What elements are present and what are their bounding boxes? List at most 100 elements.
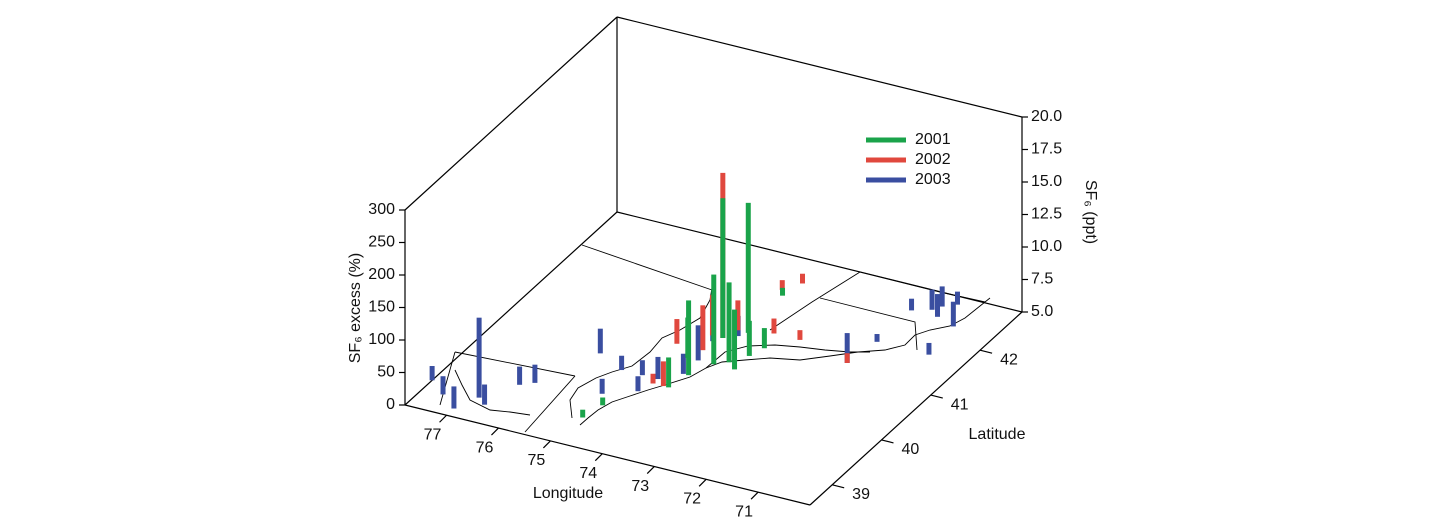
y-tick: [881, 439, 894, 444]
bar: [635, 376, 641, 392]
bar: [874, 334, 880, 342]
bar: [780, 287, 786, 296]
bar: [844, 333, 850, 363]
z-tick-label: 100: [368, 331, 395, 348]
bar: [680, 353, 686, 374]
bar: [650, 373, 656, 384]
bar: [844, 353, 850, 363]
bar: [761, 328, 767, 349]
x-tick: [491, 427, 499, 436]
x-tick-label: 73: [631, 478, 649, 495]
z2-tick-label: 20.0: [1031, 108, 1062, 125]
x-tick-label: 74: [579, 465, 597, 482]
border: [769, 271, 861, 331]
z-tick-label: 150: [368, 299, 395, 316]
x-tick: [594, 453, 603, 462]
legend-label: 2003: [915, 171, 951, 188]
z2-tick-label: 10.0: [1031, 238, 1062, 255]
legend-label: 2002: [915, 151, 951, 168]
z2-tick-label: 17.5: [1031, 141, 1062, 158]
bar: [429, 366, 435, 381]
z-tick-label: 0: [386, 396, 395, 413]
bar: [517, 366, 523, 385]
frame-edge: [616, 16, 1023, 118]
bar: [482, 384, 488, 405]
bar: [639, 360, 645, 376]
x-tick-label: 75: [527, 452, 545, 469]
border: [581, 244, 713, 291]
bar: [909, 298, 915, 311]
bar: [779, 280, 785, 290]
bar: [954, 291, 960, 305]
bar: [935, 294, 941, 317]
bar: [619, 355, 625, 371]
bar: [745, 202, 751, 333]
bar: [700, 305, 706, 351]
border: [819, 297, 918, 351]
z-tick-label: 250: [368, 234, 395, 251]
bar: [939, 286, 945, 307]
bar: [580, 409, 586, 418]
bar: [532, 364, 538, 383]
z-tick-label: 50: [377, 364, 395, 381]
frame-edge: [404, 211, 618, 406]
bar: [720, 198, 726, 338]
x-tick: [646, 466, 655, 474]
z2-tick-label: 15.0: [1031, 173, 1062, 190]
axis-line: [404, 404, 811, 506]
bar: [686, 300, 692, 376]
z-tick-label: 300: [368, 201, 395, 218]
bar: [599, 378, 605, 394]
bar: [797, 330, 803, 340]
bar: [451, 386, 457, 409]
z2-tick-label: 12.5: [1031, 206, 1062, 223]
y-tick: [979, 349, 993, 354]
z2-tick-label: 7.5: [1031, 271, 1053, 288]
x-tick-label: 71: [735, 503, 753, 520]
x-tick-label: 76: [476, 439, 494, 456]
bar: [929, 289, 935, 310]
bar: [666, 357, 672, 388]
x-tick-label: 77: [424, 426, 442, 443]
y-axis-title: Latitude: [969, 426, 1026, 443]
y-tick-label: 39: [852, 486, 870, 503]
border: [454, 351, 576, 377]
y-tick-label: 40: [901, 441, 919, 458]
frame-edge: [404, 16, 618, 211]
bar: [926, 342, 932, 355]
z2-axis-title: SF₆ (ppt): [1082, 180, 1099, 244]
legend-label: 2001: [915, 131, 951, 148]
y-tick: [930, 394, 943, 399]
bar: [950, 301, 956, 327]
legend: 2001 2002 2003: [866, 131, 951, 188]
border: [439, 351, 456, 406]
bar: [732, 309, 738, 370]
x-tick: [698, 478, 707, 487]
border: [524, 375, 576, 433]
coastline: [579, 297, 991, 426]
axis-line: [809, 311, 1023, 506]
bar: [476, 317, 482, 398]
bar: [674, 319, 680, 344]
bar: [800, 273, 806, 284]
bar: [695, 325, 701, 361]
x-tick: [750, 491, 759, 500]
bar: [711, 274, 717, 365]
y-tick-label: 41: [951, 396, 969, 413]
bar: [597, 328, 603, 354]
z-axis-title: SF₆ excess (%): [347, 253, 364, 363]
y-tick-label: 42: [1000, 351, 1018, 368]
bar: [440, 376, 446, 395]
z2-tick-label: 5.0: [1031, 303, 1053, 320]
x-tick: [542, 440, 551, 449]
bar: [726, 282, 732, 363]
bar: [735, 300, 741, 331]
x-axis-title: Longitude: [533, 485, 603, 502]
y-tick: [832, 484, 845, 489]
bar: [746, 320, 752, 356]
bar: [660, 361, 666, 387]
frame-edge: [616, 211, 1023, 313]
z-tick-label: 200: [368, 266, 395, 283]
x-tick-label: 72: [683, 491, 701, 508]
